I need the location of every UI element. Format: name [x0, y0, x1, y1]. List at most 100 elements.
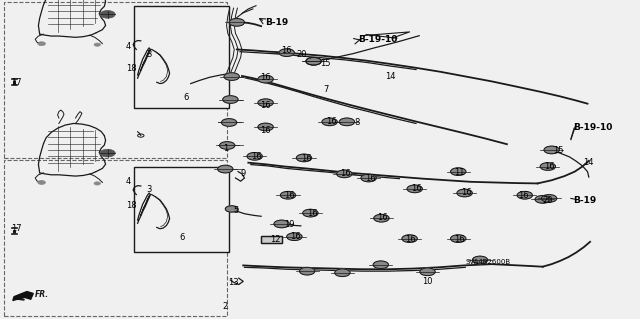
Circle shape	[361, 174, 376, 182]
Circle shape	[517, 191, 532, 199]
Circle shape	[337, 170, 352, 178]
Text: 16: 16	[518, 191, 529, 200]
Circle shape	[229, 19, 244, 26]
Text: 7: 7	[324, 85, 329, 94]
Circle shape	[540, 163, 556, 170]
Circle shape	[407, 185, 422, 193]
Text: 16: 16	[378, 213, 388, 222]
Circle shape	[100, 11, 115, 18]
Circle shape	[258, 99, 273, 107]
Text: 10: 10	[422, 277, 433, 286]
Text: 18: 18	[126, 64, 136, 73]
Text: 15: 15	[553, 146, 563, 155]
Text: 14: 14	[584, 158, 594, 167]
Bar	[261, 236, 282, 243]
Circle shape	[457, 189, 472, 197]
Text: 1: 1	[223, 144, 228, 153]
Text: 11: 11	[454, 168, 465, 177]
Circle shape	[279, 49, 294, 56]
Circle shape	[247, 152, 262, 160]
Text: 16: 16	[301, 154, 311, 163]
Circle shape	[402, 235, 417, 242]
Circle shape	[94, 43, 100, 46]
Text: 9: 9	[241, 169, 246, 178]
Text: 17: 17	[11, 78, 21, 87]
Text: 20: 20	[297, 50, 307, 59]
Circle shape	[544, 146, 559, 154]
Circle shape	[223, 96, 238, 103]
Text: 6: 6	[183, 93, 188, 102]
Circle shape	[335, 269, 350, 277]
Text: 16: 16	[282, 46, 292, 55]
Circle shape	[100, 149, 115, 157]
Circle shape	[373, 261, 388, 269]
Text: 4: 4	[125, 177, 131, 186]
Circle shape	[300, 267, 315, 275]
Text: 16: 16	[260, 73, 271, 82]
Bar	[134, 167, 229, 252]
Text: 6: 6	[180, 233, 185, 242]
Circle shape	[451, 235, 466, 242]
Circle shape	[225, 206, 238, 212]
Text: 16: 16	[260, 126, 271, 135]
Circle shape	[258, 75, 273, 83]
Circle shape	[374, 214, 389, 222]
Text: 16: 16	[326, 117, 337, 126]
Text: 16: 16	[461, 189, 471, 197]
Bar	[4, 2, 227, 158]
Text: 17: 17	[11, 224, 21, 233]
Text: 20: 20	[542, 196, 552, 204]
Text: 16: 16	[260, 101, 271, 110]
Text: 16: 16	[251, 152, 261, 161]
Circle shape	[38, 42, 45, 46]
Text: 16: 16	[365, 174, 375, 182]
Text: 3: 3	[147, 50, 152, 59]
Circle shape	[420, 268, 435, 276]
Circle shape	[258, 123, 273, 131]
Bar	[4, 160, 227, 316]
Circle shape	[339, 118, 355, 126]
Text: FR.: FR.	[35, 290, 49, 299]
Text: B-19-10: B-19-10	[573, 123, 612, 132]
Text: 16: 16	[411, 184, 421, 193]
Text: B-19-10: B-19-10	[358, 35, 398, 44]
Text: 12: 12	[270, 235, 280, 244]
Text: 5: 5	[233, 206, 238, 215]
Text: 13: 13	[228, 278, 239, 287]
Text: 16: 16	[284, 191, 294, 200]
Text: 3: 3	[147, 185, 152, 194]
Text: B-19: B-19	[266, 18, 289, 27]
Circle shape	[224, 73, 239, 80]
Circle shape	[472, 256, 488, 264]
Text: B-19: B-19	[573, 197, 596, 205]
Text: 16: 16	[291, 232, 301, 241]
Text: 16: 16	[340, 169, 351, 178]
Circle shape	[221, 119, 237, 126]
Circle shape	[220, 142, 235, 149]
Text: 8: 8	[355, 118, 360, 127]
Bar	[134, 6, 229, 108]
Circle shape	[38, 181, 45, 184]
Polygon shape	[13, 292, 33, 300]
Circle shape	[541, 195, 557, 202]
Text: 16: 16	[406, 235, 416, 244]
Circle shape	[322, 118, 337, 126]
Circle shape	[303, 209, 318, 217]
Circle shape	[306, 57, 321, 65]
Circle shape	[94, 182, 100, 185]
Circle shape	[535, 196, 550, 203]
Circle shape	[296, 154, 312, 162]
Text: 18: 18	[126, 201, 136, 210]
Text: 16: 16	[454, 235, 465, 244]
Text: 15: 15	[320, 59, 330, 68]
Text: SVA4B2600B: SVA4B2600B	[465, 259, 510, 265]
Text: 16: 16	[307, 209, 317, 218]
Text: 14: 14	[385, 72, 396, 81]
Circle shape	[280, 191, 296, 199]
Bar	[261, 236, 282, 243]
Circle shape	[287, 233, 302, 241]
Circle shape	[451, 168, 466, 175]
Text: 19: 19	[284, 220, 294, 229]
Circle shape	[274, 220, 289, 228]
Circle shape	[306, 57, 321, 65]
